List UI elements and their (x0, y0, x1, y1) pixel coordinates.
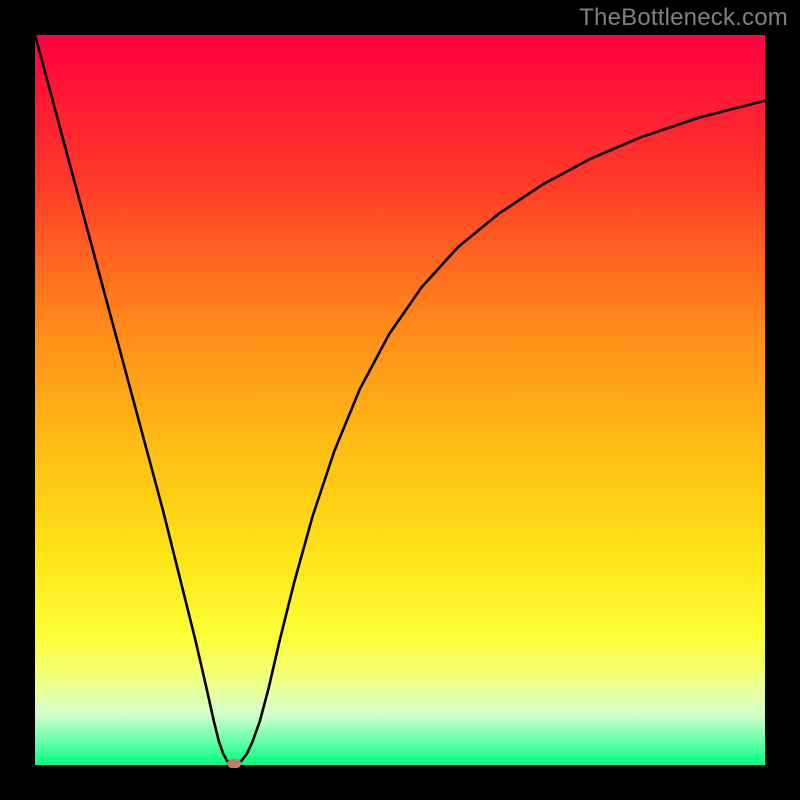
bottleneck-chart (0, 0, 800, 800)
minimum-marker (227, 759, 241, 768)
chart-canvas: TheBottleneck.com (0, 0, 800, 800)
plot-gradient-background (35, 35, 765, 765)
